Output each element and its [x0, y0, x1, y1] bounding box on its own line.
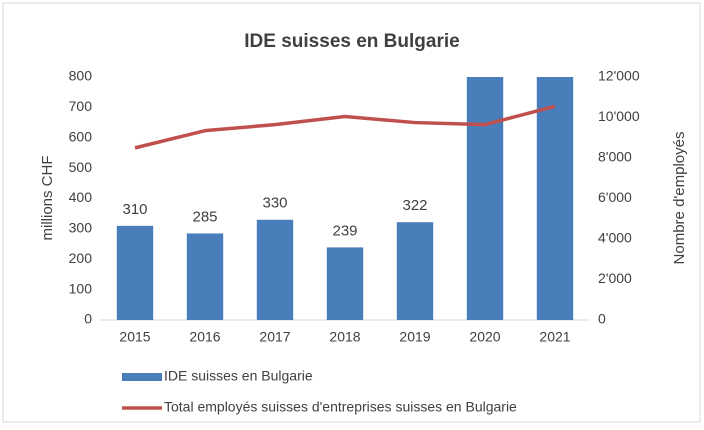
y2-tick-label: 10'000: [598, 108, 640, 124]
x-tick-label: 2015: [119, 329, 150, 345]
y-tick-label: 800: [69, 68, 93, 84]
y-tick-label: 200: [69, 250, 93, 266]
y-tick-label: 500: [69, 159, 93, 175]
y-tick-label: 100: [69, 280, 93, 296]
y2-tick-label: 12'000: [598, 68, 640, 84]
x-tick-label: 2019: [399, 329, 430, 345]
bar: [116, 225, 154, 320]
x-tick-label: 2021: [539, 329, 570, 345]
y2-tick-label: 0: [598, 311, 606, 327]
bar: [256, 219, 294, 320]
x-tick-label: 2020: [469, 329, 500, 345]
y-tick-label: 400: [69, 189, 93, 205]
chart-title: IDE suisses en Bulgarie: [244, 31, 459, 52]
y-tick-label: 600: [69, 128, 93, 144]
legend-label: Total employés suisses d'entreprises sui…: [164, 399, 517, 415]
plot: [116, 77, 574, 320]
y-tick-label: 300: [69, 220, 93, 236]
bar: [326, 247, 364, 320]
y2-tick-label: 2'000: [598, 270, 632, 286]
data-label: 239: [332, 222, 357, 239]
data-label: 310: [122, 201, 147, 218]
bar: [396, 222, 434, 320]
x-tick-label: 2018: [329, 329, 360, 345]
y-axis-label: millions CHF: [39, 155, 56, 240]
line: [134, 104, 556, 150]
x-tick-label: 2016: [189, 329, 220, 345]
y2-axis-label: Nombre d'employés: [671, 132, 688, 265]
bar: [186, 233, 224, 320]
y-tick-label: 0: [84, 311, 92, 327]
data-label: 330: [262, 195, 287, 212]
x-tick-label: 2017: [259, 329, 290, 345]
bar: [466, 77, 504, 320]
y2-tick-label: 4'000: [598, 230, 632, 246]
data-label: 322: [402, 197, 427, 214]
y2-tick-label: 8'000: [598, 149, 632, 165]
bar: [536, 77, 574, 320]
y-tick-label: 700: [69, 98, 93, 114]
chart-border: [2, 2, 701, 423]
legend-label: IDE suisses en Bulgarie: [164, 368, 313, 384]
y2-tick-label: 6'000: [598, 189, 632, 205]
legend-swatch: [122, 373, 162, 381]
data-label: 285: [192, 208, 217, 225]
